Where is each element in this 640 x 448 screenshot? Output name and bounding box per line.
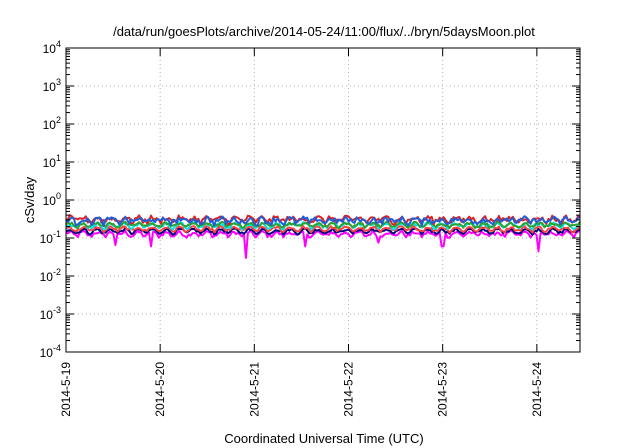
x-axis-label: Coordinated Universal Time (UTC) [224,431,423,446]
y-tick-label: 10-4 [40,343,61,360]
x-tick-label: 2014-5-19 [59,362,73,417]
y-tick-label: 100 [43,191,61,208]
series-group [65,214,581,259]
x-tick-labels: 2014-5-19 2014-5-20 2014-5-21 2014-5-22 2014… [59,362,544,417]
y-tick-label: 102 [43,115,61,132]
chart-title: /data/run/goesPlots/archive/2014-05-24/1… [113,24,535,39]
y-tick-label: 104 [43,39,61,56]
y-tick-label: 10-2 [40,267,61,284]
y-tick-labels: 10-4 10-3 10-2 10-1 100 101 102 103 104 [40,39,61,360]
series-line [65,215,581,228]
series-line [65,220,581,230]
y-tick-label: 103 [43,77,61,94]
grid [66,48,580,352]
x-tick-label: 2014-5-24 [530,362,544,417]
x-tick-label: 2014-5-21 [247,362,261,417]
y-tick-label: 10-1 [40,229,61,246]
ticks [65,47,580,353]
series-line [65,229,581,259]
series-line [65,225,581,234]
x-tick-label: 2014-5-23 [436,362,450,417]
y-axis-label: cSv/day [22,176,37,223]
y-tick-label: 101 [43,153,61,170]
x-tick-label: 2014-5-20 [153,362,167,417]
y-tick-label: 10-3 [40,305,61,322]
x-tick-label: 2014-5-22 [342,362,356,417]
